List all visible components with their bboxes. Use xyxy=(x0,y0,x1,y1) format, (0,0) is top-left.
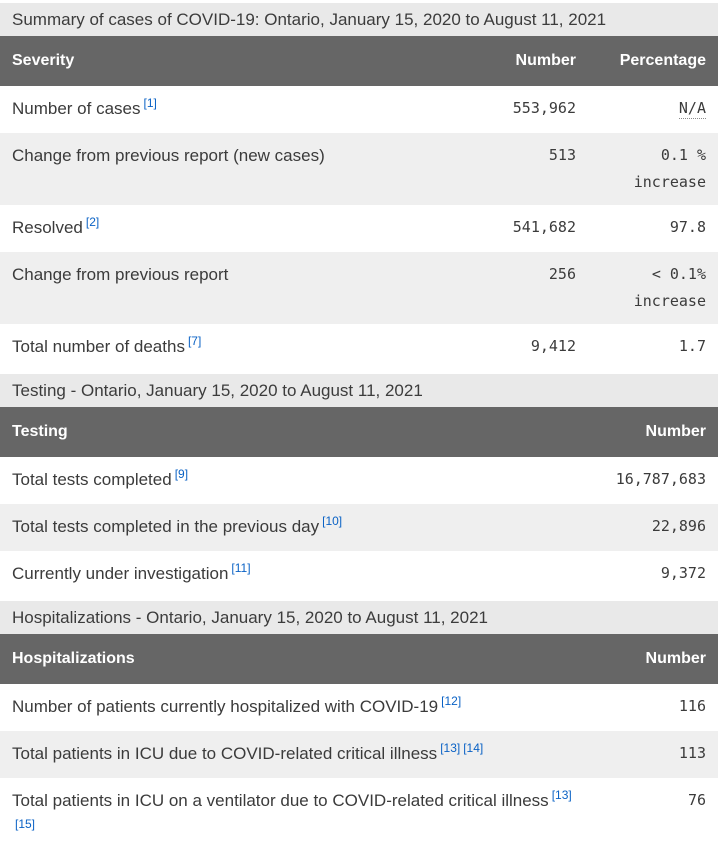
footnote-link[interactable]: [2] xyxy=(85,215,100,229)
table-row: Total tests completed in the previous da… xyxy=(0,504,718,551)
table-row: Total patients in ICU on a ventilator du… xyxy=(0,778,718,854)
table-row: Change from previous report (new cases) 5… xyxy=(0,133,718,205)
row-label-cell: Number of cases [1] xyxy=(0,86,442,133)
data-table: Severity Number Percentage Number of cases[… xyxy=(0,36,718,371)
row-label-cell: Total patients in ICU on a ventilator du… xyxy=(0,778,588,854)
footnote-link[interactable]: [9] xyxy=(174,467,189,481)
column-header: Percentage xyxy=(588,36,718,86)
row-label-cell: Total tests completed [9] xyxy=(0,457,588,504)
table-row: Currently under investigation [11] 9,372 xyxy=(0,551,718,598)
table-row: Number of patients currently hospitalize… xyxy=(0,684,718,731)
row-label: Total patients in ICU due to COVID-relat… xyxy=(12,744,438,763)
row-number: 9,372 xyxy=(660,564,706,582)
row-label-cell: Change from previous report (new cases) xyxy=(0,133,442,205)
row-label-cell: Currently under investigation [11] xyxy=(0,551,588,598)
table-row: Number of cases [1] 553,962 N/A xyxy=(0,86,718,133)
footnote-link[interactable]: [7] xyxy=(187,334,202,348)
row-percentage-cell: N/A xyxy=(588,86,718,133)
footnote-link[interactable]: [15] xyxy=(15,817,36,831)
footnote-link[interactable]: [11] xyxy=(231,561,251,575)
row-number: 553,962 xyxy=(512,99,576,117)
table-caption: Hospitalizations - Ontario, January 15, … xyxy=(0,601,718,634)
header-row: Severity Number Percentage xyxy=(0,36,718,86)
column-header: Hospitalizations xyxy=(0,634,588,684)
row-label: Total tests completed in the previous da… xyxy=(12,517,320,536)
row-label: Total number of deaths xyxy=(12,337,185,356)
row-number: 513 xyxy=(442,133,588,205)
row-label: Change from previous report xyxy=(12,265,229,284)
table-row: Total patients in ICU due to COVID-relat… xyxy=(0,731,718,778)
row-label-cell: Total number of deaths [7] xyxy=(0,324,442,371)
table-section: Hospitalizations - Ontario, January 15, … xyxy=(0,601,718,854)
not-applicable-abbr: N/A xyxy=(678,99,706,119)
table-caption: Testing - Ontario, January 15, 2020 to A… xyxy=(0,374,718,407)
table-row: Total tests completed [9] 16,787,683 xyxy=(0,457,718,504)
row-number: 541,682 xyxy=(512,218,576,236)
column-header: Testing xyxy=(0,407,588,457)
header-row: Hospitalizations Number xyxy=(0,634,718,684)
row-number: 116 xyxy=(678,697,706,715)
table-section: Testing - Ontario, January 15, 2020 to A… xyxy=(0,374,718,598)
row-percentage: 1.7 xyxy=(678,337,706,355)
row-label: Total patients in ICU on a ventilator du… xyxy=(12,791,549,810)
column-header: Number xyxy=(588,634,718,684)
footnote-link[interactable]: [14] xyxy=(463,741,484,755)
row-label-cell: Total tests completed in the previous da… xyxy=(0,504,588,551)
table-row: Total number of deaths [7] 9,412 1.7 xyxy=(0,324,718,371)
row-number: 16,787,683 xyxy=(615,470,706,488)
row-label: Change from previous report (new cases) xyxy=(12,146,325,165)
row-percentage-cell: 1.7 xyxy=(588,324,718,371)
row-label-cell: Total patients in ICU due to COVID-relat… xyxy=(0,731,588,778)
footnote-link[interactable]: [13] xyxy=(551,788,572,802)
row-number: 22,896 xyxy=(588,504,718,551)
row-label: Resolved xyxy=(12,218,83,237)
row-number: 256 xyxy=(442,252,588,324)
data-table: Testing Number Total tests completed [9] 16,… xyxy=(0,407,718,598)
row-percentage: 0.1 % increase xyxy=(633,146,706,191)
row-label-cell: Number of patients currently hospitalize… xyxy=(0,684,588,731)
row-label: Number of cases xyxy=(12,99,141,118)
row-number: 113 xyxy=(588,731,718,778)
table-section: Summary of cases of COVID-19: Ontario, J… xyxy=(0,3,718,371)
row-percentage: < 0.1% increase xyxy=(633,265,706,310)
data-table: Hospitalizations Number Number of patients… xyxy=(0,634,718,854)
table-row: Change from previous report 256 < 0.1% inc… xyxy=(0,252,718,324)
column-header: Severity xyxy=(0,36,442,86)
row-percentage: 97.8 xyxy=(669,218,706,236)
row-label-cell: Change from previous report xyxy=(0,252,442,324)
footnote-link[interactable]: [10] xyxy=(322,514,343,528)
column-header: Number xyxy=(588,407,718,457)
row-number: 76 xyxy=(687,791,706,809)
header-row: Testing Number xyxy=(0,407,718,457)
table-caption: Summary of cases of COVID-19: Ontario, J… xyxy=(0,3,718,36)
column-header: Number xyxy=(442,36,588,86)
row-number: 9,412 xyxy=(530,337,576,355)
table-row: Resolved [2] 541,682 97.8 xyxy=(0,205,718,252)
row-label: Number of patients currently hospitalize… xyxy=(12,697,439,716)
footnote-link[interactable]: [13] xyxy=(440,741,461,755)
row-percentage-cell: < 0.1% increase xyxy=(588,252,718,324)
row-label: Total tests completed xyxy=(12,470,172,489)
footnote-link[interactable]: [12] xyxy=(441,694,462,708)
row-percentage-cell: 0.1 % increase xyxy=(588,133,718,205)
row-label: Currently under investigation xyxy=(12,564,229,583)
footnote-link[interactable]: [1] xyxy=(143,96,157,110)
row-label-cell: Resolved [2] xyxy=(0,205,442,252)
row-percentage-cell: 97.8 xyxy=(588,205,718,252)
